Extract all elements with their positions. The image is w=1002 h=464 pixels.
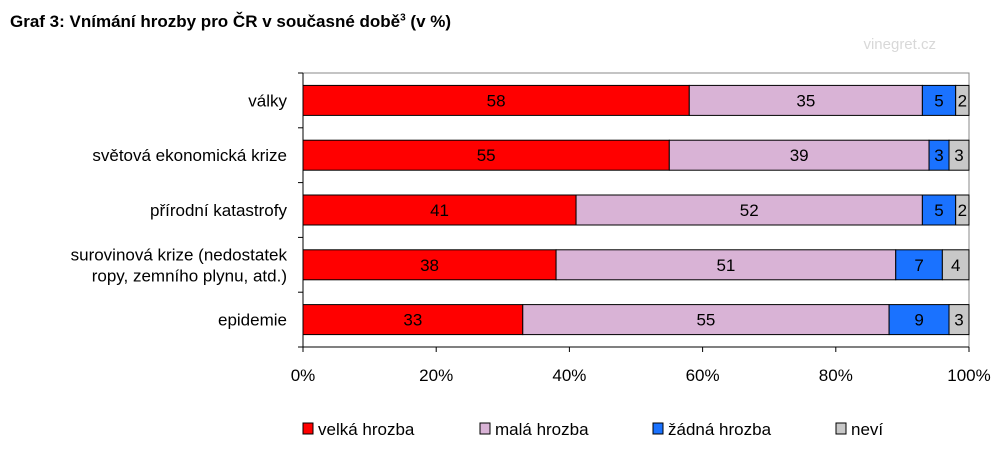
x-tick-label: 0% <box>291 366 316 385</box>
bar-segment <box>555 249 897 281</box>
chart-title-text: Graf 3: Vnímání hrozby pro ČR v současné… <box>10 12 401 31</box>
bar-segment <box>948 139 970 171</box>
chart-title: Graf 3: Vnímání hrozby pro ČR v současné… <box>10 12 451 32</box>
bar-segment <box>895 249 943 281</box>
category-label: přírodní katastrofy <box>150 201 288 220</box>
category-label: epidemie <box>218 311 287 330</box>
bar-value-label: 33 <box>403 311 422 330</box>
bar-value-label: 35 <box>796 91 815 110</box>
x-tick-label: 20% <box>419 366 453 385</box>
bar-value-label: 55 <box>696 311 715 330</box>
legend-swatch <box>835 422 847 435</box>
bar-value-label: 51 <box>716 256 735 275</box>
bar-value-label: 58 <box>487 91 506 110</box>
bar-value-label: 9 <box>914 311 923 330</box>
bar-segment <box>575 194 923 226</box>
chart-title-footnote: 3 <box>400 12 406 24</box>
bar-segment <box>948 304 970 336</box>
x-tick-label: 60% <box>686 366 720 385</box>
bar-value-label: 55 <box>477 146 496 165</box>
bar-segment <box>668 139 930 171</box>
category-label-line: ropy, zemního plynu, atd.) <box>92 266 287 285</box>
bar-value-label: 2 <box>958 91 967 110</box>
bar-segment <box>302 249 557 281</box>
category-label: světová ekonomická krize <box>92 146 287 165</box>
x-tick-label: 40% <box>552 366 586 385</box>
bar-segment <box>921 194 957 226</box>
x-tick-label: 80% <box>819 366 853 385</box>
legend-label: žádná hrozba <box>668 420 772 439</box>
bar-segment <box>688 84 923 116</box>
legend-swatch <box>302 422 314 435</box>
x-tick-label: 100% <box>947 366 990 385</box>
category-label-line: surovinová krize (nedostatek <box>71 245 288 264</box>
bar-segment <box>955 84 970 116</box>
bar-value-label: 3 <box>954 311 963 330</box>
bar-value-label: 5 <box>934 91 943 110</box>
bar-segment <box>302 139 670 171</box>
bar-value-label: 39 <box>790 146 809 165</box>
bar-value-label: 41 <box>430 201 449 220</box>
bar-value-label: 5 <box>934 201 943 220</box>
bar-value-label: 52 <box>740 201 759 220</box>
category-label: války <box>248 91 287 110</box>
legend-swatch <box>652 422 664 435</box>
bar-value-label: 4 <box>951 256 960 275</box>
bar-segment <box>955 194 970 226</box>
bar-segment <box>302 84 690 116</box>
category-label-line: války <box>248 91 287 110</box>
watermark: vinegret.cz <box>863 36 936 53</box>
category-label-line: světová ekonomická krize <box>92 146 287 165</box>
legend-swatch <box>479 422 491 435</box>
bar-segment <box>302 194 577 226</box>
bar-segment <box>941 249 970 281</box>
legend-label: velká hrozba <box>318 420 415 439</box>
bar-value-label: 3 <box>954 146 963 165</box>
category-label-line: epidemie <box>218 311 287 330</box>
legend-label: neví <box>851 420 883 439</box>
legend-label: malá hrozba <box>495 420 589 439</box>
chart-title-unit: (v %) <box>405 12 452 31</box>
bar-segment <box>921 84 957 116</box>
bar-value-label: 3 <box>934 146 943 165</box>
category-label-line: přírodní katastrofy <box>150 201 288 220</box>
bar-value-label: 7 <box>914 256 923 275</box>
bar-segment <box>522 304 890 336</box>
bar-value-label: 2 <box>958 201 967 220</box>
bar-value-label: 38 <box>420 256 439 275</box>
category-label: surovinová krize (nedostatek ropy, zemníh… <box>71 245 288 285</box>
bar-segment <box>888 304 950 336</box>
bar-segment <box>302 304 524 336</box>
